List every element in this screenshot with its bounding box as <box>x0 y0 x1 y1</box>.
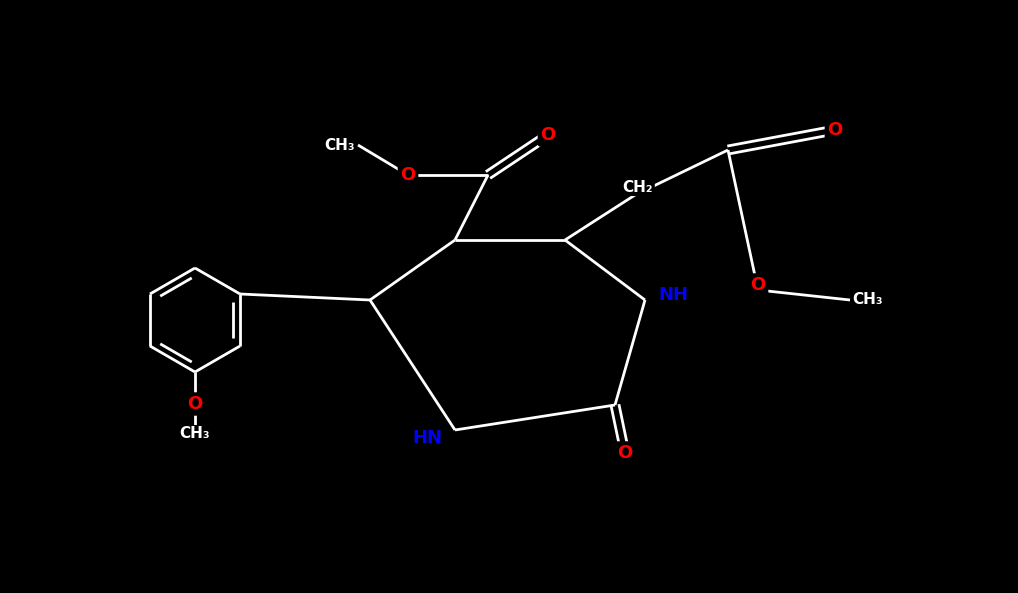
Text: O: O <box>541 126 556 144</box>
Text: CH₃: CH₃ <box>325 138 355 152</box>
Text: CH₃: CH₃ <box>180 426 211 442</box>
Text: CH₃: CH₃ <box>853 292 884 308</box>
Text: NH: NH <box>658 286 688 304</box>
Text: O: O <box>828 121 843 139</box>
Text: O: O <box>750 276 766 294</box>
Text: O: O <box>187 395 203 413</box>
Text: O: O <box>400 166 415 184</box>
Text: HN: HN <box>412 429 442 447</box>
Text: O: O <box>617 444 632 462</box>
Text: CH₂: CH₂ <box>623 180 654 195</box>
